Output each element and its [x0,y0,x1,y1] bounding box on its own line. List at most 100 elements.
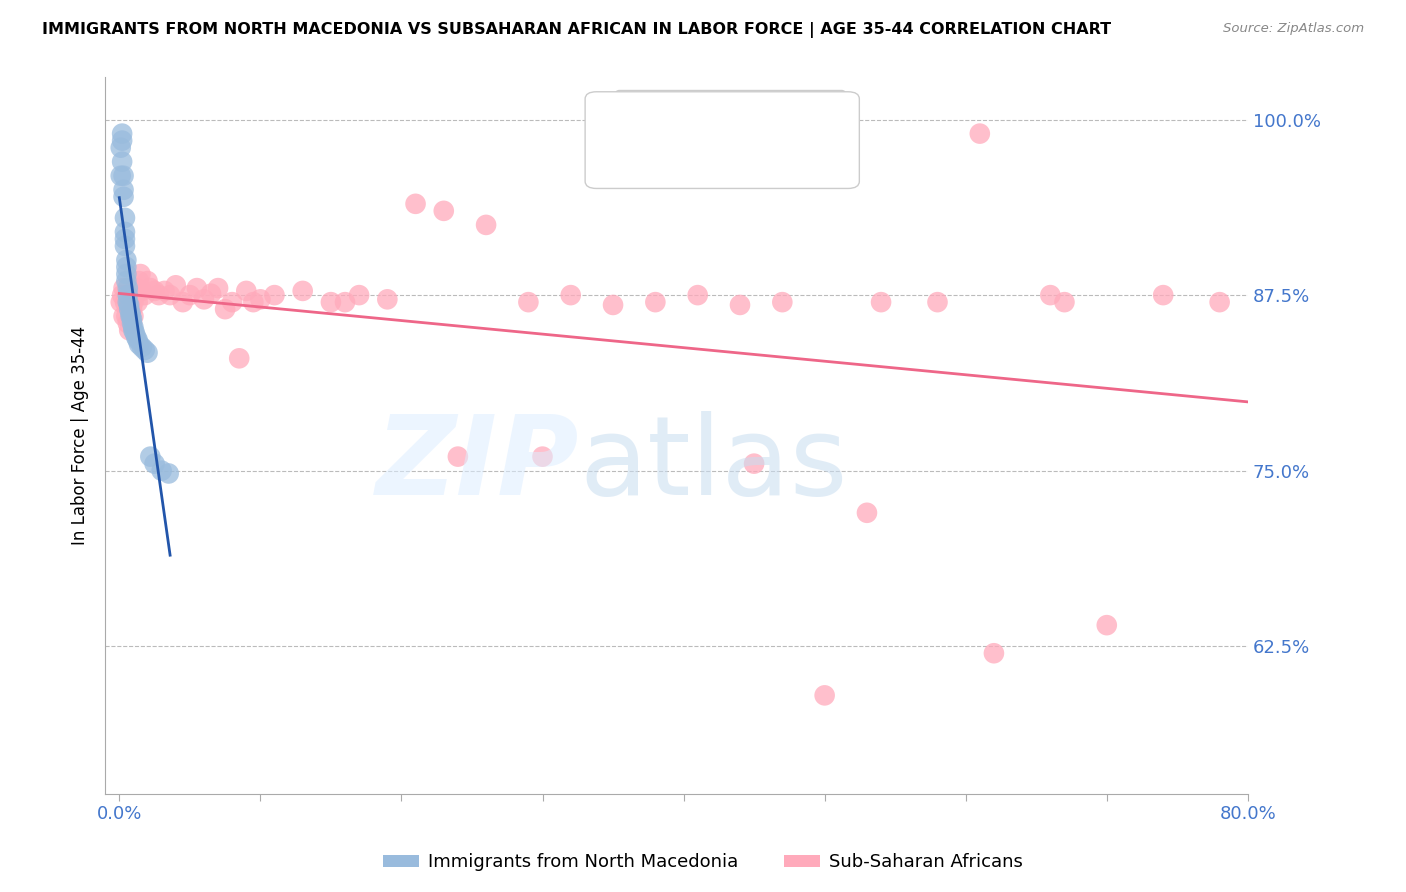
Point [214,302,236,317]
Point [1039,288,1062,302]
Point [134,343,156,357]
Point [375,293,398,307]
Point [644,295,666,310]
Point [263,288,285,302]
Point [115,267,138,281]
Point [121,302,143,317]
Point [120,306,142,320]
Point [1152,288,1174,302]
Point [159,288,181,302]
Point [118,302,141,317]
Point [983,646,1005,660]
Point [136,274,159,288]
Point [165,278,187,293]
Point [111,288,134,302]
Point [139,450,162,464]
Point [121,316,143,330]
Point [111,134,134,148]
Point [228,351,250,366]
Point [117,316,139,330]
Point [121,316,143,330]
Point [115,309,138,323]
Point [186,281,208,295]
Point [172,295,194,310]
Point [129,267,152,281]
Point [157,467,180,481]
Point [131,284,153,298]
Point [319,295,342,310]
Point [124,326,146,340]
Point [531,450,554,464]
Point [728,298,751,312]
Point [122,320,145,334]
Point [1208,295,1230,310]
Text: atlas: atlas [579,410,848,517]
Point [115,274,138,288]
Point [122,323,145,337]
Point [114,239,136,253]
Point [143,457,166,471]
Point [111,154,134,169]
Point [1053,295,1076,310]
Point [114,211,136,225]
FancyBboxPatch shape [585,92,859,188]
Y-axis label: In Labor Force | Age 35-44: In Labor Force | Age 35-44 [72,326,89,545]
Point [115,252,138,267]
Point [870,295,893,310]
Point [122,295,145,310]
Point [120,309,142,323]
Point [193,293,215,307]
Text: IMMIGRANTS FROM NORTH MACEDONIA VS SUBSAHARAN AFRICAN IN LABOR FORCE | AGE 35-44: IMMIGRANTS FROM NORTH MACEDONIA VS SUBSA… [42,22,1111,38]
Point [927,295,949,310]
Point [128,337,150,351]
Point [856,506,879,520]
Point [179,288,201,302]
Point [969,127,991,141]
Point [136,345,159,359]
Point [128,274,150,288]
Point [686,288,709,302]
Point [122,309,145,323]
Point [114,295,136,310]
Point [114,225,136,239]
Point [110,295,132,310]
Point [131,340,153,354]
Legend: Immigrants from North Macedonia, Sub-Saharan Africans: Immigrants from North Macedonia, Sub-Sah… [375,847,1031,879]
Point [112,281,135,295]
Point [125,330,148,344]
Point [112,169,135,183]
Point [242,295,264,310]
Point [405,197,427,211]
Point [121,312,143,326]
Point [118,298,141,312]
Point [207,281,229,295]
Point [602,298,624,312]
Point [148,288,170,302]
Point [134,288,156,302]
Point [770,295,793,310]
Point [110,169,132,183]
Point [117,288,139,302]
Point [447,450,470,464]
Point [118,298,141,312]
Point [433,203,456,218]
Point [117,281,139,295]
Point [118,323,141,337]
Point [112,190,135,204]
Point [111,127,134,141]
Point [560,288,582,302]
Point [120,306,142,320]
Point [117,295,139,310]
Point [112,309,135,323]
Point [221,295,243,310]
Legend: R =  0.596   N = 38, R = -0.047   N = 73: R = 0.596 N = 38, R = -0.047 N = 73 [616,90,845,150]
Point [333,295,356,310]
Text: Source: ZipAtlas.com: Source: ZipAtlas.com [1223,22,1364,36]
Point [124,288,146,302]
Point [517,295,540,310]
Point [814,689,837,703]
Point [112,183,135,197]
Point [139,281,162,295]
Point [115,288,138,302]
Point [235,284,257,298]
